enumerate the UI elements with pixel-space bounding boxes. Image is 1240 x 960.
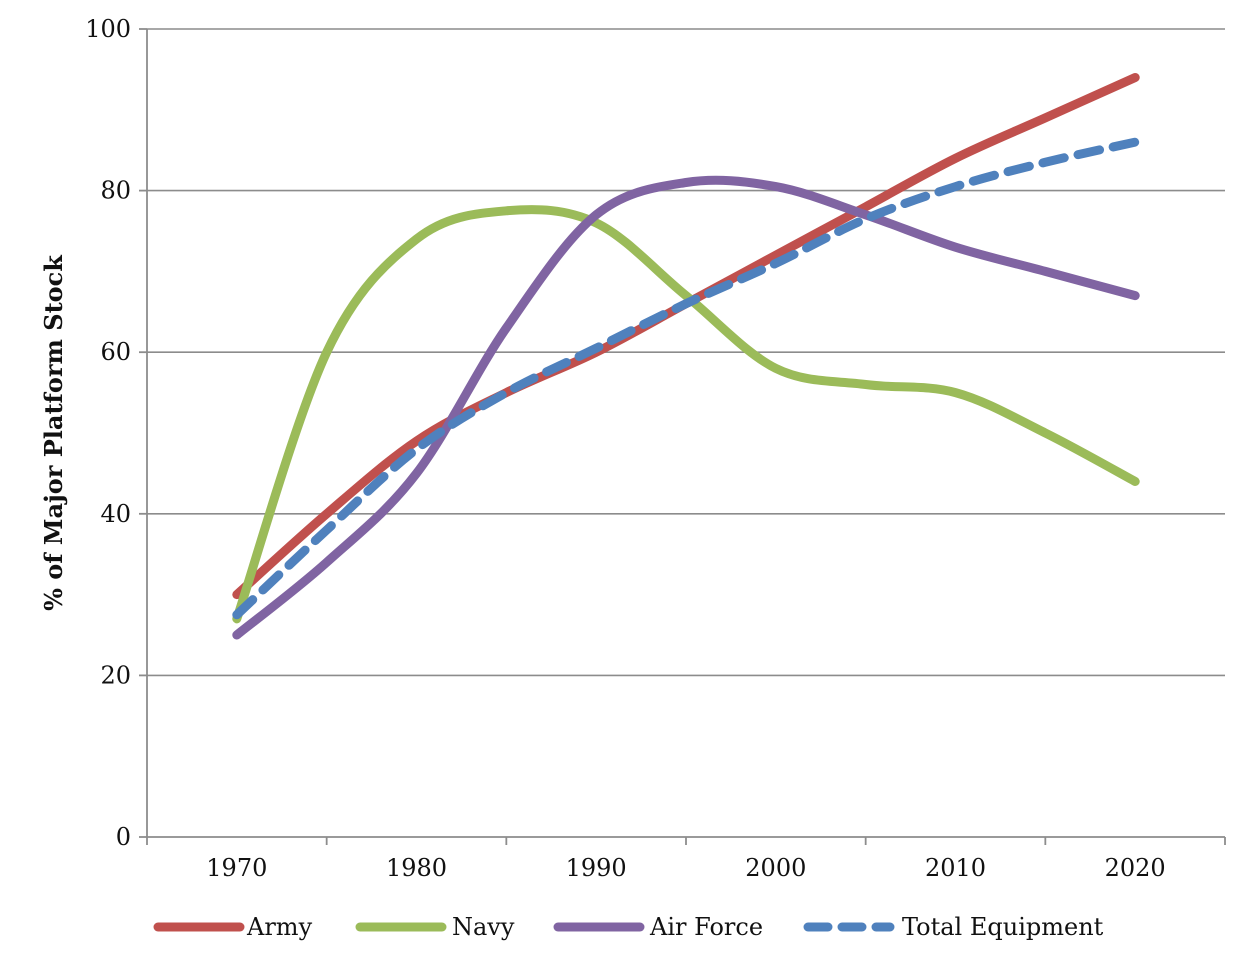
x-tick-label: 2000 — [745, 854, 806, 882]
axes — [139, 28, 1226, 845]
y-tick-label: 80 — [100, 177, 131, 205]
series-line-total-equipment — [232, 137, 1140, 620]
x-tick-label: 1990 — [566, 854, 627, 882]
series-lines — [232, 73, 1140, 640]
x-tick-label: 2010 — [925, 854, 986, 882]
legend-label-total-equipment: Total Equipment — [902, 913, 1104, 941]
legend-label-air-force: Air Force — [649, 913, 763, 941]
x-tick-label: 1970 — [206, 854, 267, 882]
legend-label-navy: Navy — [452, 913, 515, 941]
y-tick-label: 0 — [116, 823, 131, 851]
y-tick-label: 40 — [100, 500, 131, 528]
x-tick-label: 2020 — [1105, 854, 1166, 882]
y-axis-title: % of Major Platform Stock — [39, 254, 68, 611]
series-line-navy — [232, 205, 1140, 624]
series-line-air-force — [232, 175, 1140, 640]
y-tick-label: 60 — [100, 338, 131, 366]
x-tick-labels: 1970 1980 1990 2000 2010 2020 — [206, 854, 1165, 882]
y-tick-labels: 0 20 40 60 80 100 — [85, 15, 131, 851]
y-tick-label: 100 — [85, 15, 131, 43]
y-tick-label: 20 — [100, 661, 131, 689]
legend-label-army: Army — [246, 913, 313, 941]
x-tick-label: 1980 — [386, 854, 447, 882]
legend: Army Navy Air Force Total Equipment — [153, 913, 1104, 941]
